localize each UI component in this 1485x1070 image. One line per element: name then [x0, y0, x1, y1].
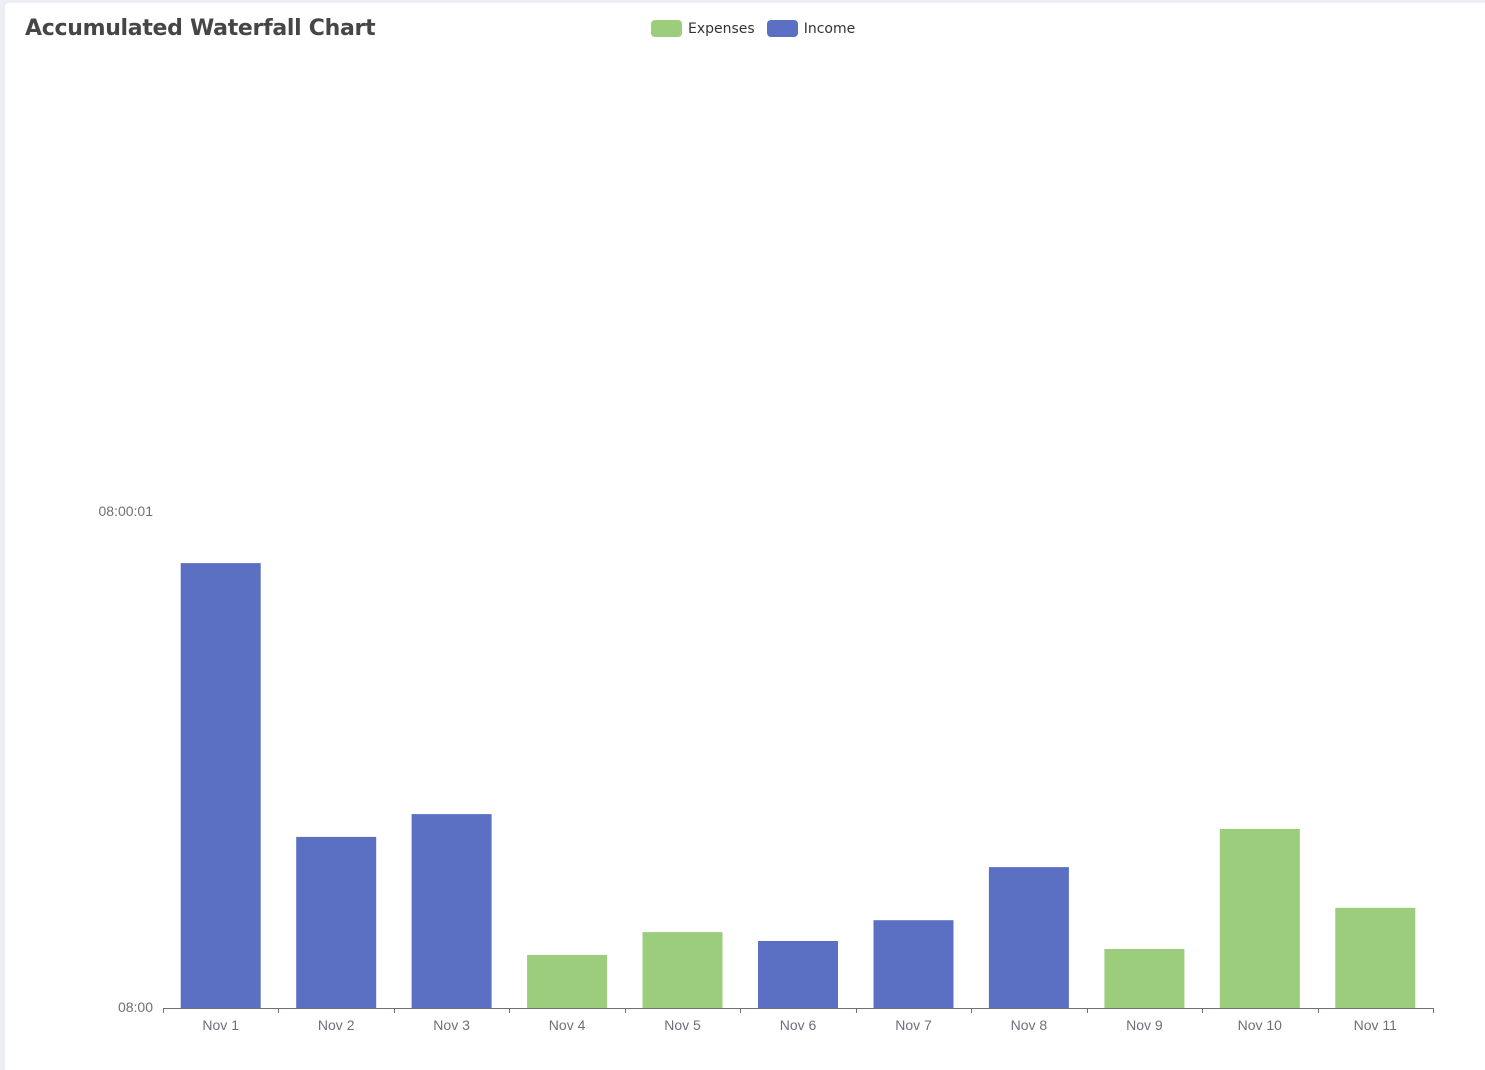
chart-legend: Expenses Income — [651, 20, 867, 37]
x-axis-label: Nov 9 — [1126, 1017, 1163, 1033]
legend-item-expenses[interactable]: Expenses — [651, 20, 755, 37]
chart-title: Accumulated Waterfall Chart — [25, 16, 376, 41]
bar-expenses-nov-4[interactable] — [527, 954, 608, 1008]
x-axis-label: Nov 5 — [664, 1017, 701, 1033]
y-axis-label: 08:00 — [118, 999, 153, 1015]
x-axis-label: Nov 3 — [433, 1017, 470, 1033]
x-axis-label: Nov 6 — [780, 1017, 817, 1033]
bar-income-nov-6[interactable] — [758, 941, 838, 1008]
x-axis-label: Nov 10 — [1238, 1017, 1283, 1033]
bar-income-nov-3[interactable] — [411, 814, 492, 1008]
bar-income-nov-7[interactable] — [873, 920, 954, 1008]
x-axis-label: Nov 1 — [202, 1017, 239, 1033]
bar-expenses-nov-5[interactable] — [642, 932, 723, 1008]
x-axis-label: Nov 7 — [895, 1017, 932, 1033]
legend-item-income[interactable]: Income — [766, 20, 856, 37]
x-axis — [163, 1008, 1434, 1013]
bar-expenses-nov-11[interactable] — [1335, 907, 1416, 1008]
bar-income-nov-8[interactable] — [988, 867, 1069, 1008]
x-axis-label: Nov 2 — [318, 1017, 355, 1033]
y-axis-labels: 08:00 08:00:01 — [99, 503, 154, 1015]
y-axis-label: 08:00:01 — [99, 503, 154, 519]
x-axis-labels: Nov 1 Nov 2 Nov 3 Nov 4 Nov 5 Nov 6 Nov 7 Nov 8… — [202, 1017, 1397, 1033]
bar-expenses-nov-10[interactable] — [1219, 828, 1300, 1008]
legend-label-income: Income — [803, 20, 856, 37]
legend-swatch-expenses — [651, 20, 682, 37]
legend-swatch-income — [766, 20, 798, 37]
x-axis-label: Nov 8 — [1011, 1017, 1048, 1033]
bars-group — [180, 563, 1416, 1008]
x-axis-label: Nov 11 — [1354, 1017, 1398, 1033]
x-axis-label: Nov 4 — [549, 1017, 586, 1033]
bar-income-nov-1[interactable] — [180, 563, 261, 1008]
bar-income-nov-2[interactable] — [296, 836, 377, 1008]
bar-expenses-nov-9[interactable] — [1104, 949, 1185, 1008]
legend-label-expenses: Expenses — [688, 20, 755, 37]
